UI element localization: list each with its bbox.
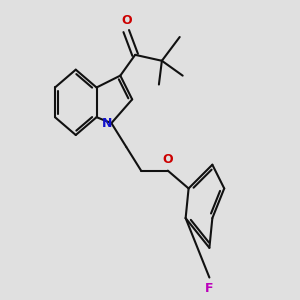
Text: O: O <box>163 153 173 166</box>
Text: F: F <box>205 282 214 295</box>
Text: O: O <box>121 14 132 27</box>
Text: N: N <box>102 117 112 130</box>
